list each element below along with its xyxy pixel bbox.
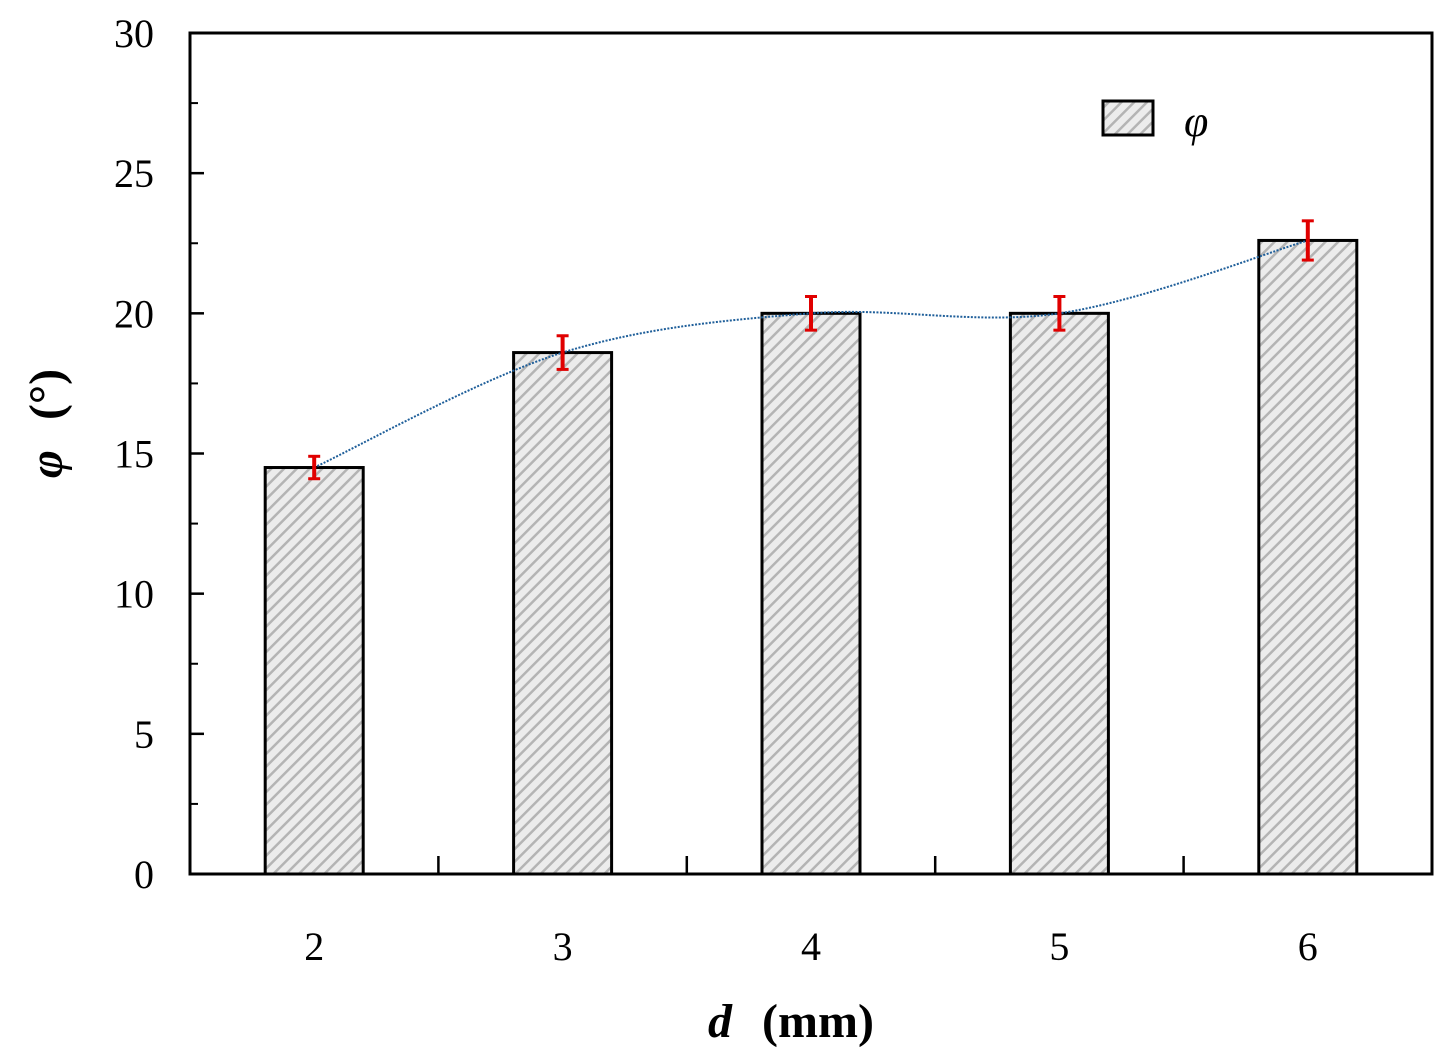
bar-6 bbox=[1257, 238, 1359, 876]
error-bars-layer bbox=[308, 219, 1314, 481]
y-tick-label-30: 30 bbox=[114, 11, 154, 56]
y-tick-label-10: 10 bbox=[114, 572, 154, 617]
bars-layer bbox=[263, 238, 1359, 876]
y-tick-label-5: 5 bbox=[134, 712, 154, 757]
y-tick-label-25: 25 bbox=[114, 151, 154, 196]
x-axis-unit: (mm) bbox=[762, 995, 874, 1048]
bar-5 bbox=[1008, 311, 1110, 876]
x-tick-label-5: 5 bbox=[1049, 924, 1069, 969]
error-bar-4 bbox=[805, 295, 817, 332]
error-bar-2 bbox=[308, 454, 321, 481]
x-tick-label-6: 6 bbox=[1298, 924, 1318, 969]
legend-swatch bbox=[1101, 99, 1155, 137]
legend: φ bbox=[1101, 97, 1208, 146]
y-tick-label-20: 20 bbox=[114, 291, 154, 336]
y-axis-variable: φ bbox=[20, 450, 73, 478]
axes-layer: 0 5 10 15 20 25 30 2 3 4 5 6 bbox=[114, 11, 1434, 969]
x-tick-label-3: 3 bbox=[553, 924, 573, 969]
y-tick-label-15: 15 bbox=[114, 432, 154, 477]
legend-label: φ bbox=[1184, 97, 1208, 146]
bar-3 bbox=[512, 351, 614, 876]
y-axis-title: φ (°) bbox=[20, 369, 73, 478]
bar-4 bbox=[760, 311, 862, 876]
error-bar-6 bbox=[1301, 219, 1314, 262]
y-axis-unit: (°) bbox=[20, 369, 73, 420]
x-tick-label-2: 2 bbox=[304, 924, 324, 969]
error-bar-5 bbox=[1053, 295, 1066, 332]
bar-2 bbox=[263, 466, 365, 876]
y-tick-label-0: 0 bbox=[134, 852, 154, 897]
x-axis-title: d (mm) bbox=[708, 995, 874, 1048]
x-axis-variable: d bbox=[708, 995, 733, 1048]
x-tick-label-4: 4 bbox=[801, 924, 821, 969]
error-bar-3 bbox=[556, 334, 569, 371]
